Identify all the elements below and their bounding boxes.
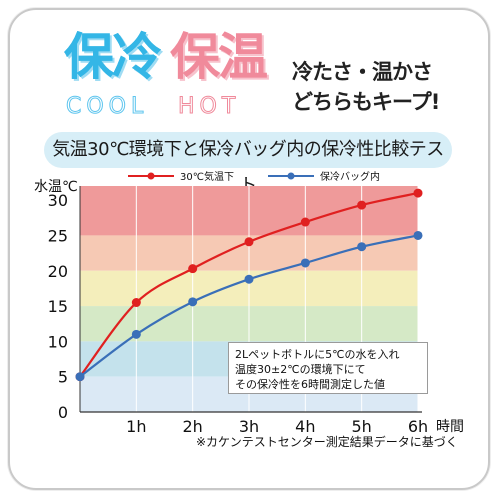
- series-1-point: [131, 329, 141, 339]
- title-cool: 保冷: [63, 28, 163, 86]
- note-line-1: 2Lペットボトルに5℃の水を入れ: [235, 348, 400, 361]
- tagline-line-1: 冷たさ・温かさ: [292, 60, 433, 84]
- x-tick-label: 4h: [295, 417, 315, 436]
- y-tick-label: 10: [48, 332, 68, 351]
- x-tick-label: 6h: [408, 417, 428, 436]
- y-tick-label: 25: [48, 226, 68, 245]
- series-0-point: [244, 237, 254, 247]
- series-1-point: [300, 258, 310, 268]
- x-tick-label: 2h: [183, 417, 203, 436]
- tagline-line-2: どちらもキープ!: [292, 90, 440, 114]
- series-0-point: [357, 200, 367, 210]
- legend-marker-0: [147, 172, 155, 180]
- legend-marker-1: [287, 172, 295, 180]
- title-hot: 保温: [170, 28, 268, 86]
- note-line-3: その保冷性を6時間測定した値: [235, 378, 385, 391]
- x-axis-label: 時間: [436, 419, 464, 435]
- series-0-point: [300, 217, 310, 227]
- y-tick-label: 20: [48, 262, 68, 281]
- series-1-point: [357, 242, 367, 252]
- y-axis-label: 水温℃: [34, 179, 78, 195]
- note-line-2: 温度30±2℃の環境下にて: [235, 363, 366, 376]
- x-tick-label: 3h: [239, 417, 259, 436]
- measurement-note: 2Lペットボトルに5℃の水を入れ 温度30±2℃の環境下にて その保冷性を6時間…: [228, 342, 428, 394]
- subtitle-hot: HOT: [177, 94, 241, 120]
- series-0-point: [188, 264, 198, 274]
- y-tick-label: 0: [58, 403, 68, 422]
- y-tick-label: 15: [48, 297, 68, 316]
- series-1-point: [188, 297, 198, 307]
- x-tick-label: 1h: [126, 417, 146, 436]
- y-tick-label: 30: [48, 191, 68, 210]
- legend-label-1: 保冷バッグ内: [320, 170, 380, 183]
- series-1-point: [244, 274, 254, 284]
- series-1-point: [413, 230, 423, 240]
- y-tick-label: 5: [58, 368, 68, 387]
- x-tick-label: 5h: [352, 417, 372, 436]
- series-0-point: [131, 298, 141, 308]
- series-1-point: [75, 372, 85, 382]
- legend-label-0: 30℃気温下: [180, 170, 234, 183]
- source-footnote: ※カケンテストセンター測定結果データに基づく: [196, 435, 458, 449]
- subtitle-cool: COOL: [65, 94, 149, 120]
- series-0-point: [413, 188, 423, 198]
- chart-title-banner: 気温30℃環境下と保冷バッグ内の保冷性比較テスト: [44, 132, 452, 196]
